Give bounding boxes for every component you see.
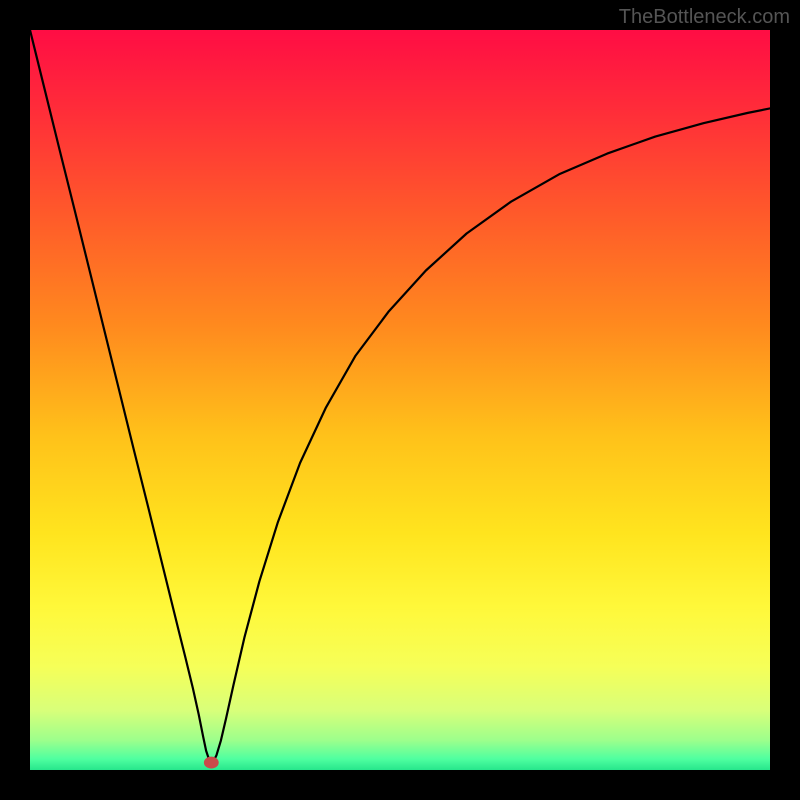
plot-svg bbox=[30, 30, 770, 770]
optimum-marker bbox=[204, 757, 219, 769]
gradient-background bbox=[30, 30, 770, 770]
plot-area bbox=[30, 30, 770, 770]
chart-frame: TheBottleneck.com bbox=[0, 0, 800, 800]
watermark-text: TheBottleneck.com bbox=[619, 6, 790, 29]
